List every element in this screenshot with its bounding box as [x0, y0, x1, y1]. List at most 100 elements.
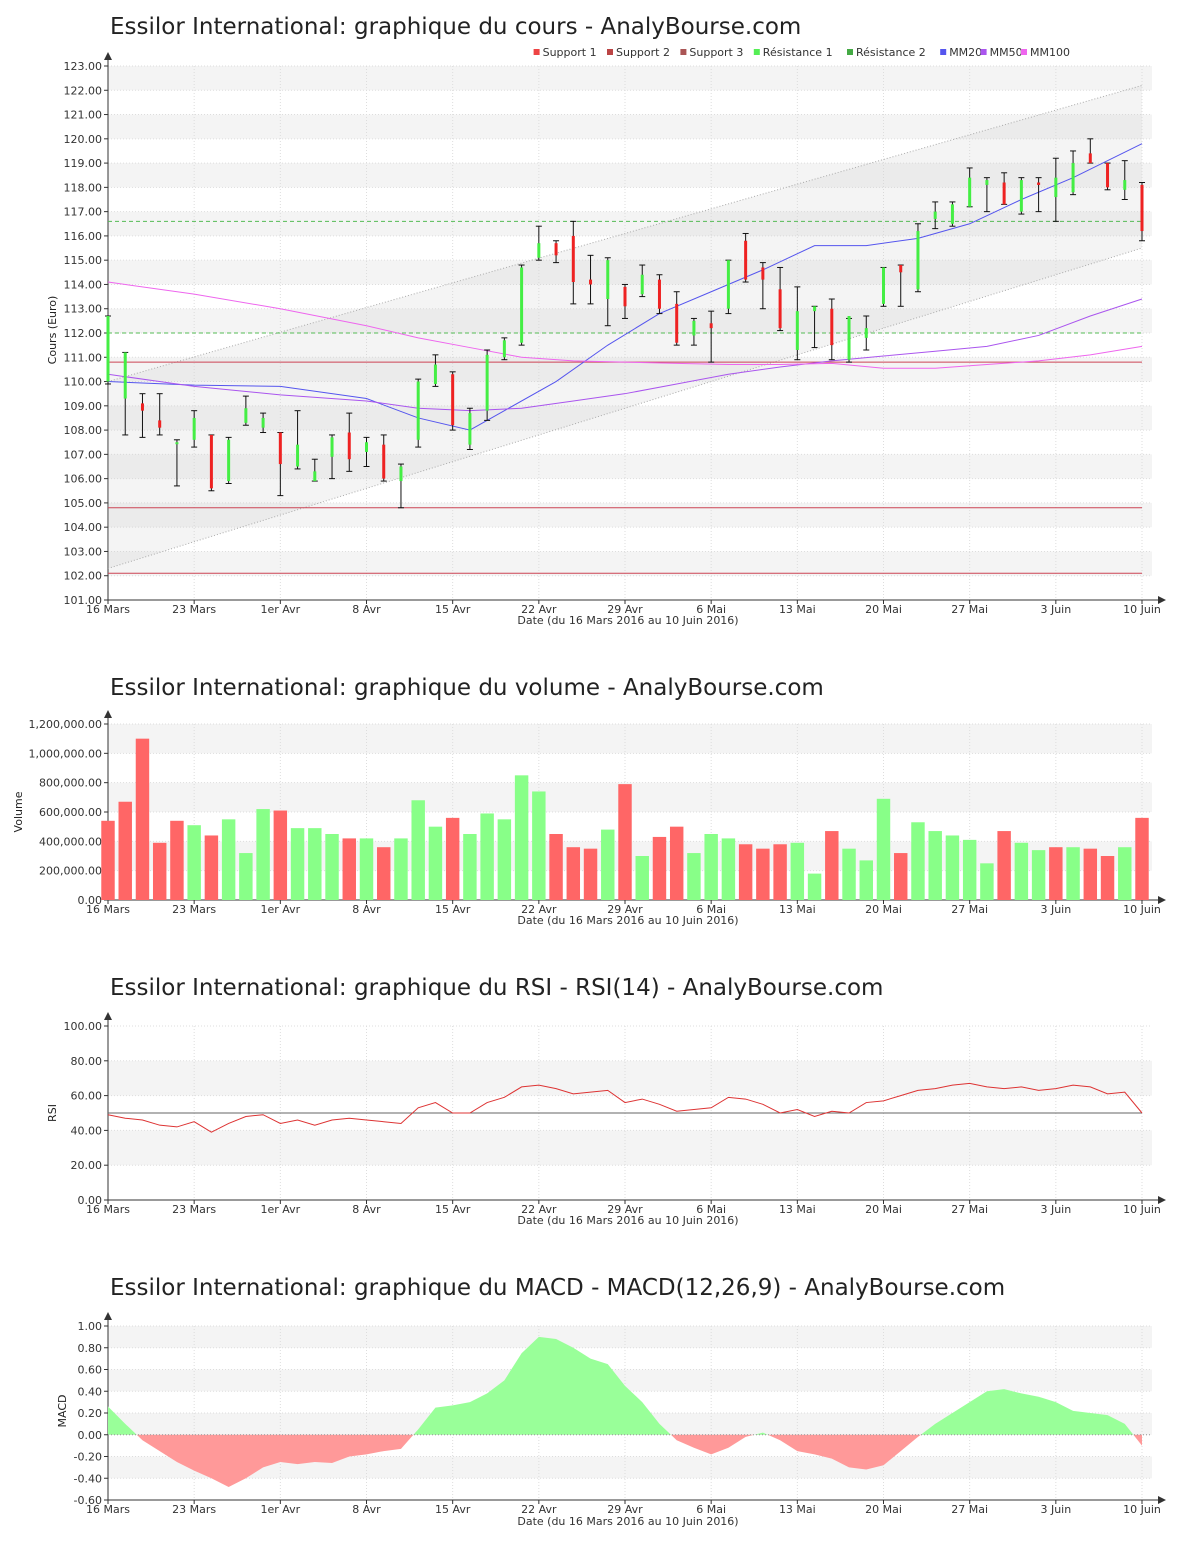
candle-body — [726, 260, 730, 309]
volume-bar — [894, 853, 908, 900]
price-channel-lower — [107, 247, 1143, 569]
candle-body — [192, 417, 196, 440]
rsi-x-tick-label: 13 Mai — [779, 1203, 816, 1216]
candle-body — [502, 340, 506, 358]
volume-bar — [221, 819, 236, 900]
candle-body — [675, 303, 679, 343]
candle-body — [554, 243, 558, 256]
volume-bar — [239, 853, 253, 900]
volume-x-axis-arrow — [1158, 896, 1166, 904]
candle-body — [365, 442, 368, 452]
volume-bar — [842, 848, 856, 900]
macd-positive-area — [413, 1336, 671, 1435]
legend-swatch — [753, 49, 760, 55]
macd-x-tick-label: 29 Avr — [607, 1503, 643, 1516]
macd-chart-title: Essilor International: graphique du MACD… — [110, 1275, 1005, 1301]
macd-x-tick-label: 16 Mars — [86, 1503, 130, 1516]
volume-bar — [773, 844, 787, 900]
candle-body — [916, 231, 920, 290]
price-x-tick-label: 6 Mai — [696, 603, 726, 616]
rsi-band — [108, 1130, 1152, 1166]
macd-x-tick-label: 1er Avr — [260, 1503, 300, 1516]
rsi-x-tick-label: 27 Mai — [951, 1203, 988, 1216]
macd-y-tick-label: 0.20 — [78, 1407, 103, 1420]
rsi-chart: Essilor International: graphique du RSI … — [46, 975, 1166, 1227]
macd-x-tick-label: 15 Avr — [435, 1503, 471, 1516]
candle-body — [416, 381, 420, 440]
volume-bar — [308, 828, 322, 900]
candle-body — [106, 316, 110, 382]
macd-x-tick-label: 20 Mai — [865, 1503, 902, 1516]
rsi-plot-area: 0.00 20.00 40.00 60.00 80.00 100.00 16 Mars 23 … — [64, 1012, 1166, 1216]
volume-x-tick-label: 27 Mai — [951, 903, 988, 916]
price-y-tick-label: 106.00 — [64, 473, 103, 486]
volume-bar — [980, 863, 994, 900]
candle-body — [761, 267, 765, 280]
price-y-tick-label: 118.00 — [64, 181, 103, 194]
candle-body — [864, 328, 868, 338]
legend-label: MM20 — [949, 46, 982, 59]
candle-body — [278, 432, 282, 465]
volume-bar — [514, 775, 529, 900]
rsi-band — [108, 1060, 1152, 1096]
price-y-tick-label: 101.00 — [64, 594, 103, 607]
volume-bar — [152, 842, 167, 900]
macd-y-tick-label: -0.60 — [74, 1494, 102, 1507]
volume-bar — [825, 831, 839, 900]
macd-negative-area — [670, 1434, 755, 1455]
candle-body — [140, 403, 144, 411]
candle-body — [537, 243, 541, 258]
candle-body — [640, 274, 644, 295]
macd-band — [108, 1326, 1152, 1348]
legend-swatch — [680, 49, 687, 55]
volume-x-tick-label: 15 Avr — [435, 903, 471, 916]
candle-body — [899, 265, 903, 273]
candle-body — [399, 466, 403, 482]
volume-bar — [669, 826, 684, 900]
mm100-line — [107, 281, 1143, 369]
candle-body — [795, 311, 799, 350]
price-y-tick-label: 123.00 — [64, 60, 103, 73]
candle-body — [1054, 177, 1058, 198]
price-y-tick-label: 121.00 — [64, 109, 103, 122]
rsi-y-axis-label: RSI — [46, 1104, 59, 1122]
price-y-axis-label: Cours (Euro) — [46, 296, 59, 365]
macd-y-tick-label: 0.80 — [78, 1342, 103, 1355]
candle-body — [1002, 182, 1006, 205]
volume-bar — [859, 860, 873, 900]
macd-y-tick-label: 1.00 — [78, 1320, 103, 1333]
volume-y-tick-label: 600,000.00 — [39, 806, 102, 819]
volume-bar — [1014, 842, 1029, 900]
volume-bar — [618, 784, 632, 900]
rsi-y-tick-label: 100.00 — [64, 1020, 103, 1033]
price-y-tick-label: 122.00 — [64, 84, 103, 97]
volume-bar — [1066, 847, 1080, 900]
macd-x-tick-label: 6 Mai — [696, 1503, 726, 1516]
candle-body — [882, 267, 885, 304]
legend-label: Support 3 — [689, 46, 743, 59]
rsi-x-tick-label: 3 Juin — [1040, 1203, 1071, 1216]
rsi-x-tick-label: 15 Avr — [435, 1203, 471, 1216]
volume-y-tick-label: 0.00 — [78, 894, 103, 907]
volume-x-tick-label: 1er Avr — [260, 903, 300, 916]
legend-swatch — [847, 49, 853, 55]
mm50-line — [107, 298, 1143, 412]
price-x-tick-label: 8 Avr — [352, 603, 381, 616]
volume-bar — [1049, 847, 1063, 900]
candle-body — [606, 260, 610, 300]
volume-bar — [256, 809, 270, 900]
price-y-tick-label: 119.00 — [64, 157, 103, 170]
candle-body — [1123, 180, 1127, 190]
volume-bar — [480, 813, 494, 900]
candle-body — [158, 420, 162, 428]
volume-bar — [687, 853, 701, 900]
candle-body — [933, 211, 937, 219]
rsi-x-tick-label: 10 Juin — [1123, 1203, 1161, 1216]
price-x-tick-label: 3 Juin — [1040, 603, 1071, 616]
macd-chart: Essilor International: graphique du MACD… — [56, 1275, 1166, 1528]
volume-x-axis-label: Date (du 16 Mars 2016 au 10 Juin 2016) — [517, 914, 738, 927]
candle-body — [433, 364, 437, 384]
candle-body — [244, 408, 248, 423]
price-band — [108, 260, 1152, 285]
volume-y-tick-label: 200,000.00 — [39, 865, 102, 878]
